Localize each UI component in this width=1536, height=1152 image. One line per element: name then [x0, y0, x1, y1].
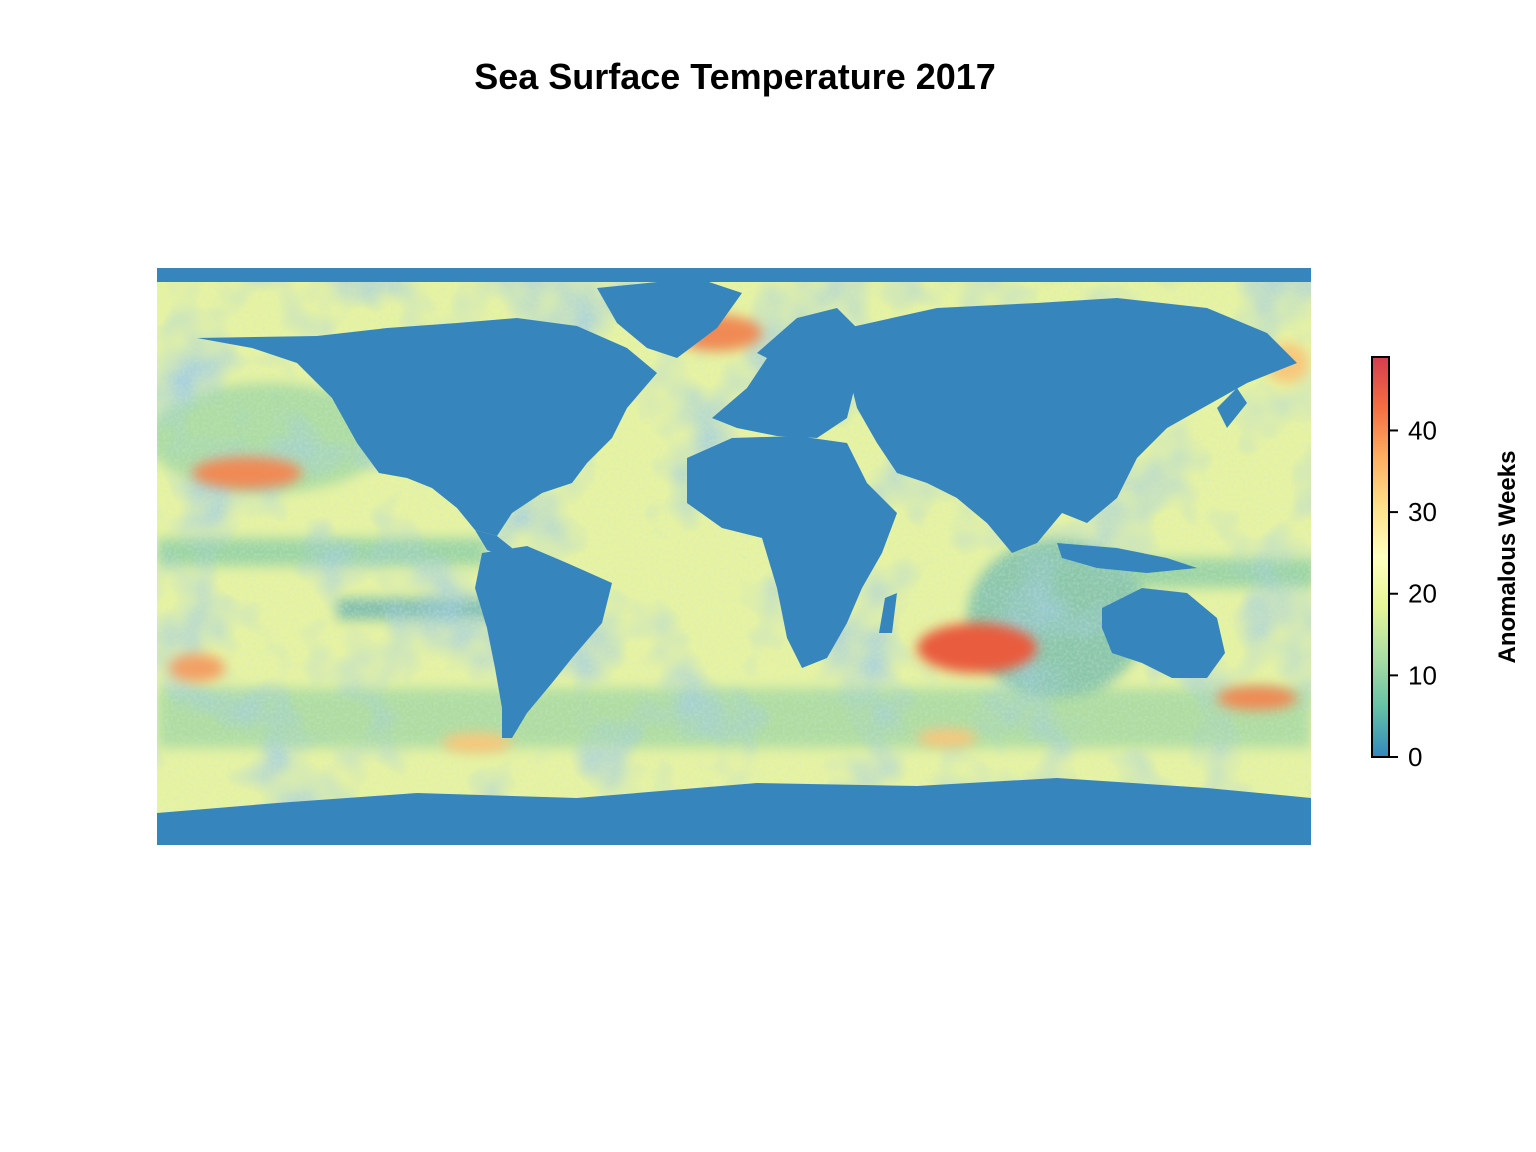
land-arctic	[157, 268, 1311, 282]
land-madagascar	[879, 593, 897, 633]
legend-tick-label-3: 30	[1408, 497, 1437, 527]
land-scandinavia	[757, 308, 857, 368]
world-heatmap	[157, 268, 1311, 845]
legend-title-text: Anomalous Weeks	[1494, 450, 1521, 664]
land-asia	[847, 298, 1297, 553]
land-greenland	[597, 278, 742, 358]
land-south-america	[475, 546, 612, 738]
legend-tick-label-1: 10	[1408, 660, 1437, 690]
legend-tick-label-2: 20	[1408, 579, 1437, 609]
legend-tick-label-4: 40	[1408, 415, 1437, 445]
color-legend: 0 10 20 30 40	[1371, 356, 1437, 772]
land-australia	[1102, 588, 1225, 678]
land-europe	[712, 330, 877, 438]
land-masses	[157, 268, 1311, 845]
legend-tick-label-0: 0	[1408, 742, 1422, 772]
land-north-america	[197, 318, 657, 536]
legend-colorbar	[1371, 356, 1390, 758]
land-indonesia	[1057, 543, 1197, 573]
map-title: Sea Surface Temperature 2017	[474, 56, 996, 97]
anomaly-hotspots	[169, 315, 1309, 753]
legend-ticks: 0 10 20 30 40	[1389, 415, 1437, 772]
land-africa	[687, 436, 897, 668]
land-japan	[1217, 388, 1247, 428]
land-antarctica	[157, 778, 1311, 845]
land-india	[957, 493, 1017, 538]
